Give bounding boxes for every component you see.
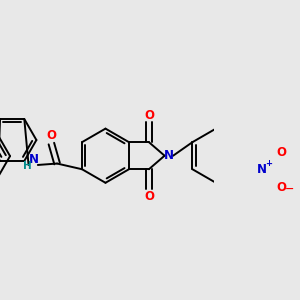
Text: −: − — [285, 184, 295, 194]
Text: O: O — [276, 181, 286, 194]
Text: O: O — [46, 129, 56, 142]
Text: N: N — [29, 154, 39, 166]
Text: N: N — [257, 163, 267, 176]
Text: N: N — [164, 149, 174, 162]
Text: +: + — [265, 159, 272, 168]
Text: O: O — [144, 109, 154, 122]
Text: O: O — [276, 146, 286, 159]
Text: O: O — [144, 190, 154, 203]
Text: H: H — [23, 161, 32, 171]
